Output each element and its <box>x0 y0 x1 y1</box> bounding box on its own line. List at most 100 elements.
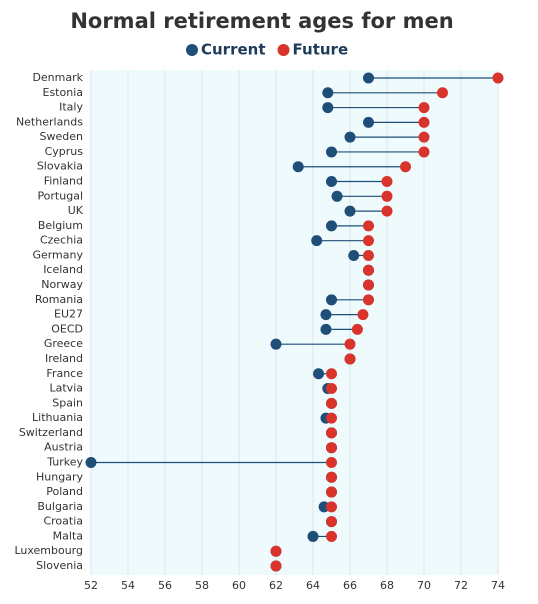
y-tick-label: Slovenia <box>36 559 83 572</box>
y-tick-label: Spain <box>52 396 83 409</box>
y-tick-label: Iceland <box>43 263 83 276</box>
dot <box>381 176 393 188</box>
dot <box>344 131 356 143</box>
dot <box>363 72 374 84</box>
dot <box>348 249 360 261</box>
dot <box>326 486 337 498</box>
dot <box>270 545 282 557</box>
legend-swatch <box>186 44 198 56</box>
dot <box>326 412 337 424</box>
dot <box>270 560 282 572</box>
y-tick-label: Hungary <box>36 470 83 483</box>
dot <box>322 102 334 114</box>
dot <box>311 235 323 247</box>
dot <box>357 309 369 321</box>
y-tick-label: Bulgaria <box>37 500 83 513</box>
y-tick-label: OECD <box>51 322 83 335</box>
y-tick-label: Netherlands <box>16 115 83 128</box>
dot <box>326 383 337 395</box>
legend-swatch <box>277 44 290 56</box>
x-tick-label: 74 <box>491 579 505 592</box>
dot <box>381 190 393 202</box>
legend-label: Future <box>293 41 349 59</box>
dot <box>351 323 363 335</box>
y-tick-label: Finland <box>44 175 83 188</box>
x-tick-label: 66 <box>343 579 357 592</box>
x-tick-label: 60 <box>232 579 246 592</box>
dot <box>85 456 97 468</box>
dot <box>344 353 356 365</box>
dot <box>418 131 430 143</box>
dot <box>326 530 337 542</box>
dot <box>492 72 504 84</box>
dot <box>363 294 374 306</box>
dot <box>344 205 356 217</box>
y-tick-label: Malta <box>53 529 83 542</box>
y-tick-label: Turkey <box>46 455 83 468</box>
x-tick-label: 64 <box>306 579 320 592</box>
y-tick-label: France <box>46 367 83 380</box>
y-tick-label: Poland <box>46 485 83 498</box>
x-tick-label: 56 <box>158 579 172 592</box>
dot <box>320 323 332 335</box>
y-tick-label: Lithuania <box>32 411 83 424</box>
dot <box>326 294 337 306</box>
dot <box>331 190 343 202</box>
y-tick-label: Slovakia <box>37 160 83 173</box>
y-tick-label: Sweden <box>40 130 83 143</box>
dot <box>400 161 411 173</box>
x-tick-label: 62 <box>269 579 283 592</box>
dot <box>363 116 374 128</box>
x-tick-label: 58 <box>195 579 209 592</box>
y-tick-label: Greece <box>44 337 83 350</box>
x-tick-label: 68 <box>380 579 394 592</box>
dot <box>326 427 337 439</box>
dot <box>292 161 304 173</box>
dot <box>418 146 430 158</box>
y-tick-label: Romania <box>35 293 83 306</box>
dot <box>326 471 337 483</box>
y-tick-label: Germany <box>32 248 83 261</box>
dot <box>326 220 337 232</box>
y-tick-label: Latvia <box>50 382 84 395</box>
dot <box>326 501 337 513</box>
dot <box>270 338 282 350</box>
dot <box>326 516 337 528</box>
plot-area <box>91 70 498 575</box>
dot <box>363 235 374 247</box>
dot <box>363 249 374 261</box>
x-tick-label: 52 <box>84 579 98 592</box>
dot <box>326 442 337 454</box>
y-tick-label: Estonia <box>43 86 84 99</box>
y-tick-label: Belgium <box>38 219 83 232</box>
y-tick-label: Denmark <box>32 71 83 84</box>
dot <box>344 338 356 350</box>
y-tick-label: Ireland <box>45 352 83 365</box>
dot <box>418 116 430 128</box>
y-tick-label: Austria <box>44 441 83 454</box>
y-tick-label: Norway <box>41 278 83 291</box>
dot <box>326 397 337 409</box>
y-tick-label: Czechia <box>40 234 83 247</box>
dot <box>307 530 319 542</box>
dot <box>418 102 430 114</box>
dot <box>326 456 337 468</box>
chart-title: Normal retirement ages for men <box>70 9 453 33</box>
y-tick-label: Italy <box>59 101 83 114</box>
dot <box>363 264 374 276</box>
dot <box>326 368 337 380</box>
x-tick-label: 72 <box>454 579 468 592</box>
dot <box>381 205 393 217</box>
x-tick-label: 70 <box>417 579 431 592</box>
y-tick-label: Luxembourg <box>14 544 83 557</box>
dot <box>320 309 332 321</box>
dot <box>437 87 448 99</box>
dot <box>322 87 334 99</box>
y-tick-label: UK <box>68 204 84 217</box>
x-tick-label: 54 <box>121 579 135 592</box>
y-tick-label: EU27 <box>54 308 83 321</box>
dot <box>326 176 337 188</box>
y-tick-label: Cyprus <box>45 145 84 158</box>
legend-label: Current <box>201 41 266 59</box>
